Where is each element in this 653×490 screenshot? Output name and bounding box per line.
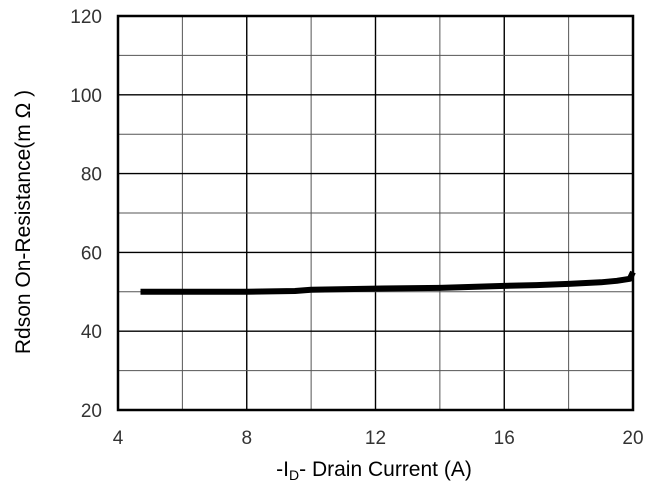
series-line-rdson [140,270,636,295]
tick-labels: 4 8 12 16 20 20 40 60 80 100 120 [70,7,643,449]
x-axis-label-subscript: D [289,467,299,483]
x-tick-label: 8 [241,428,252,449]
y-tick-label: 80 [81,165,102,186]
y-tick-label: 40 [81,322,102,343]
x-tick-label: 16 [494,428,515,449]
series-layer [140,270,636,295]
grid [118,16,633,410]
x-axis-label-prefix: -I [276,458,289,481]
y-tick-label: 120 [70,7,102,28]
x-axis-label: -ID- Drain Current (A) [276,458,472,483]
y-tick-label: 100 [70,86,102,107]
plot-frame [116,14,635,412]
x-tick-label: 12 [365,428,386,449]
x-tick-label: 20 [622,428,643,449]
y-tick-label: 60 [81,243,102,264]
y-axis-label: Rdson On-Resistance(m Ω ) [12,90,35,354]
x-axis-label-suffix: - Drain Current (A) [299,458,472,481]
y-tick-label: 20 [81,401,102,422]
x-tick-label: 4 [113,428,124,449]
